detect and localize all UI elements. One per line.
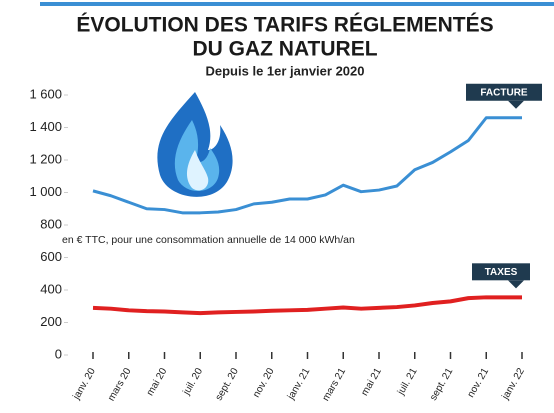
legend-pointer [508, 100, 524, 109]
chart-subtitle: Depuis le 1er janvier 2020 [206, 63, 365, 78]
y-tick-label: 1 600 [29, 86, 62, 101]
series-line [92, 116, 522, 215]
y-tick-label: 1 000 [29, 184, 62, 199]
legend-pointer [508, 280, 524, 289]
chart-title-line2: DU GAZ NATUREL [192, 38, 377, 61]
annotation: en € TTC, pour une consommation annuelle… [62, 234, 355, 246]
y-tick-label: 600 [40, 249, 62, 264]
y-tick-label: 1 400 [29, 119, 62, 134]
legend-box [472, 263, 530, 281]
series-line [92, 295, 522, 316]
flame-icon [157, 92, 233, 197]
y-tick-label: 800 [40, 216, 62, 231]
legend-label: TAXES [485, 267, 518, 278]
y-tick-label: 1 200 [29, 151, 62, 166]
y-tick-label: 400 [40, 281, 62, 296]
chart-title: ÉVOLUTION DES TARIFS RÉGLEMENTÉS [76, 14, 493, 37]
legend-box [466, 83, 542, 101]
y-tick-label: 0 [55, 346, 62, 361]
y-tick-label: 200 [40, 314, 62, 329]
legend-label: FACTURE [480, 87, 528, 98]
